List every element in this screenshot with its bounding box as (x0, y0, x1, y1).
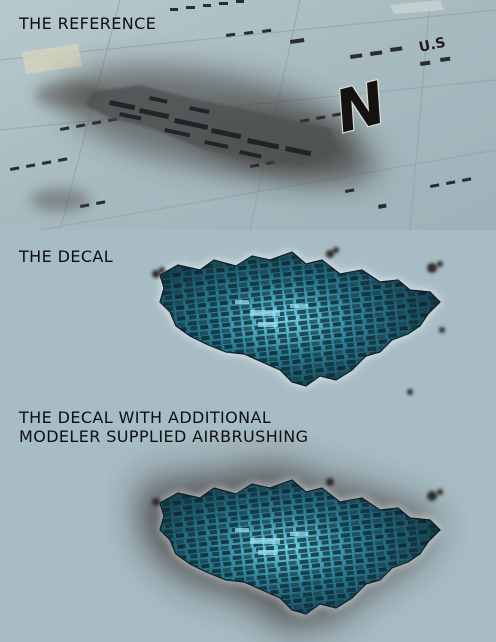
debris-puffs (152, 247, 445, 395)
decal-panel: THE DECAL THE DECAL WITH ADDITIONAL MODE… (0, 230, 496, 642)
reference-photo: U.S N (0, 0, 496, 230)
decal-illustrations (137, 247, 445, 631)
decal-heading: THE DECAL (19, 247, 114, 266)
reference-heading: THE REFERENCE (19, 14, 157, 33)
light-panel (22, 44, 82, 74)
reference-photo-panel: U.S N THE REFERENCE (0, 0, 496, 230)
airbrushed-heading: THE DECAL WITH ADDITIONAL MODELER SUPPLI… (19, 408, 309, 446)
exposed-decks (108, 96, 312, 159)
registry-letter: N (334, 67, 386, 147)
registry-marking: U.S N (333, 35, 448, 149)
decal-plain (152, 247, 445, 395)
hull-marking-text: U.S (418, 35, 448, 56)
decal-airbrushed (137, 463, 443, 631)
